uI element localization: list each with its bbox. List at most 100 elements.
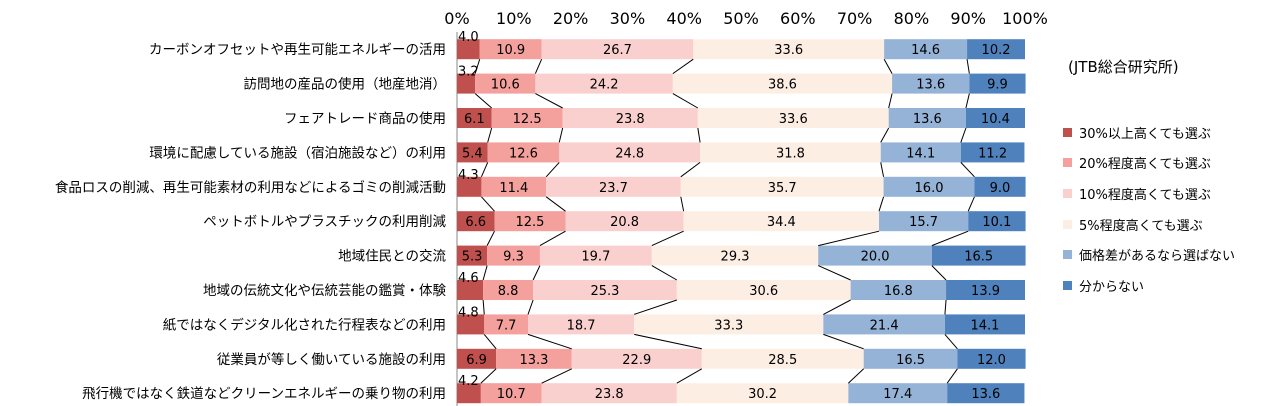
data-label: 6.6: [465, 215, 486, 230]
bar-segment: [494, 211, 566, 232]
bar-segment: [533, 280, 677, 300]
bar-segment: [883, 176, 975, 197]
series-line: [944, 299, 947, 315]
data-label: 5.4: [462, 146, 483, 161]
bar-segment: [672, 73, 893, 94]
series-line: [541, 368, 572, 384]
x-tick-label: 20%: [553, 9, 589, 28]
bar-segment: [483, 280, 534, 300]
data-label: 38.6: [768, 78, 797, 93]
series-line: [634, 299, 677, 315]
bar-segment: [850, 280, 947, 300]
data-label: 10.4: [981, 112, 1010, 127]
source-note: (JTB総合研究所): [1068, 58, 1179, 76]
bar-segment: [487, 142, 560, 163]
data-label: 33.6: [774, 43, 803, 58]
bar-segment: [541, 39, 694, 60]
data-label: 8.8: [498, 284, 519, 299]
series-line: [878, 196, 885, 212]
category-label: 従業員が等しく働いている施設の利用: [217, 351, 446, 368]
data-label: 10.1: [982, 215, 1011, 230]
category-label: 食品ロスの削減、再生可能素材の利用などによるゴミの削減活動: [55, 179, 446, 196]
data-label: 12.0: [977, 353, 1006, 368]
data-label: 25.3: [590, 284, 619, 299]
x-tick-label: 60%: [780, 9, 816, 28]
bar-segment: [457, 383, 481, 404]
legend-item: 分からない: [1063, 270, 1235, 301]
category-label: 地域の伝統文化や伝統芸能の鑑賞・体験: [203, 282, 446, 299]
category-label: フェアトレード商品の使用: [284, 110, 446, 127]
series-line: [883, 58, 893, 74]
series-line: [480, 162, 489, 177]
bar-segment: [457, 314, 485, 335]
bar-segment: [892, 73, 970, 94]
bar-segment: [562, 108, 698, 128]
bar-segment: [884, 39, 968, 60]
data-label: 10.2: [982, 43, 1011, 58]
series-line: [481, 196, 495, 212]
legend-label: 10%程度高くても選ぶ: [1079, 187, 1211, 203]
series-line: [960, 127, 967, 143]
legend-item: 20%程度高くても選ぶ: [1063, 148, 1235, 179]
data-label: 26.7: [603, 43, 632, 58]
data-label: 20.8: [610, 215, 639, 230]
data-label: 11.2: [978, 146, 1007, 161]
data-label: 30.6: [749, 284, 778, 299]
data-label: 10.9: [496, 43, 525, 58]
series-line: [823, 333, 864, 350]
bar-segment: [491, 108, 563, 128]
data-label: 20.0: [861, 250, 890, 265]
data-label: 15.7: [909, 215, 938, 230]
category-label: 地域住民との交流: [338, 248, 446, 265]
series-line: [697, 127, 701, 143]
bar-segment: [457, 39, 480, 60]
bar-segment: [539, 245, 652, 266]
data-label: 23.7: [599, 181, 628, 196]
data-label: 29.3: [721, 250, 750, 265]
bar-segment: [546, 176, 681, 197]
legend-item: 30%以上高くても選ぶ: [1063, 117, 1235, 148]
bar-segment: [484, 314, 528, 335]
series-line: [946, 368, 958, 384]
bar-segment: [965, 108, 1025, 128]
bar-segment: [879, 211, 969, 232]
series-line: [680, 161, 701, 178]
bar-segment: [487, 245, 540, 266]
category-label: カーボンオフセットや再生可能エネルギーの活用: [149, 42, 446, 58]
legend-label: 5%程度高くても選ぶ: [1079, 218, 1203, 234]
data-label: 24.8: [615, 146, 644, 161]
data-label: 6.1: [464, 112, 485, 127]
bar-segment: [957, 348, 1026, 369]
series-line: [823, 299, 851, 315]
series-line: [676, 368, 703, 384]
legend-swatch: [1063, 188, 1072, 198]
data-label: 4.8: [458, 305, 479, 320]
bar-segment: [457, 142, 488, 163]
x-tick-label: 40%: [666, 9, 702, 28]
series-line: [558, 127, 564, 143]
series-line: [680, 196, 685, 212]
data-label: 3.2: [458, 65, 479, 80]
data-label: 12.6: [509, 146, 538, 161]
series-line: [818, 265, 851, 281]
data-label: 23.8: [616, 112, 645, 127]
data-label: 5.3: [462, 250, 483, 265]
data-label: 21.4: [870, 318, 899, 333]
legend-swatch: [1063, 280, 1072, 290]
data-label: 7.7: [496, 318, 517, 333]
bar-segment: [693, 39, 885, 60]
bar-segment: [457, 176, 482, 197]
series-line: [888, 93, 893, 109]
data-label: 13.6: [971, 387, 1000, 402]
data-label: 23.8: [595, 387, 624, 402]
bar-segment: [968, 211, 1026, 232]
series-line: [527, 333, 572, 350]
series-line: [486, 230, 495, 246]
data-label: 33.6: [779, 112, 808, 127]
category-label: 飛行機ではなく鉄道などクリーンエネルギーの乗り物の利用: [82, 386, 446, 402]
data-label: 13.6: [913, 112, 942, 127]
category-label: ペットボトルやプラスチックの利用削減: [203, 213, 446, 230]
data-label: 4.0: [458, 30, 479, 45]
category-label: 紙ではなくデジタル化された行程表などの利用: [163, 316, 446, 333]
data-label: 17.4: [883, 387, 912, 402]
